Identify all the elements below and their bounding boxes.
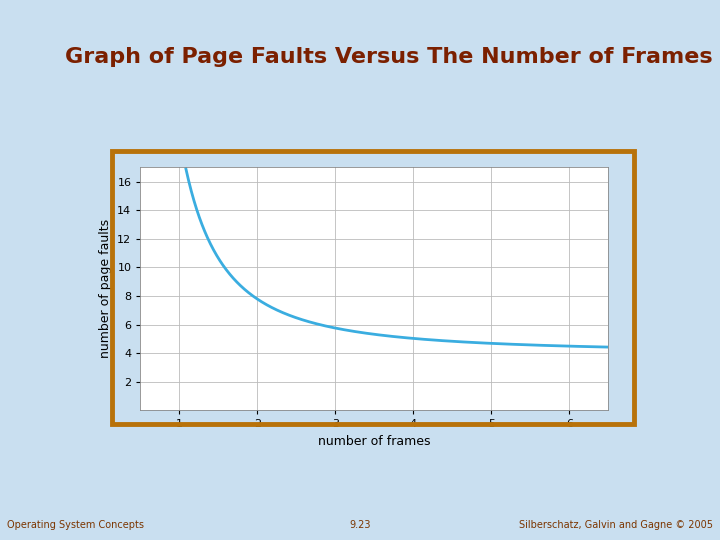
Text: 9.23: 9.23 xyxy=(349,520,371,530)
X-axis label: number of frames: number of frames xyxy=(318,435,431,448)
Y-axis label: number of page faults: number of page faults xyxy=(99,219,112,359)
Text: Operating System Concepts: Operating System Concepts xyxy=(7,520,144,530)
Text: Graph of Page Faults Versus The Number of Frames: Graph of Page Faults Versus The Number o… xyxy=(65,46,712,67)
Text: Silberschatz, Galvin and Gagne © 2005: Silberschatz, Galvin and Gagne © 2005 xyxy=(519,520,713,530)
